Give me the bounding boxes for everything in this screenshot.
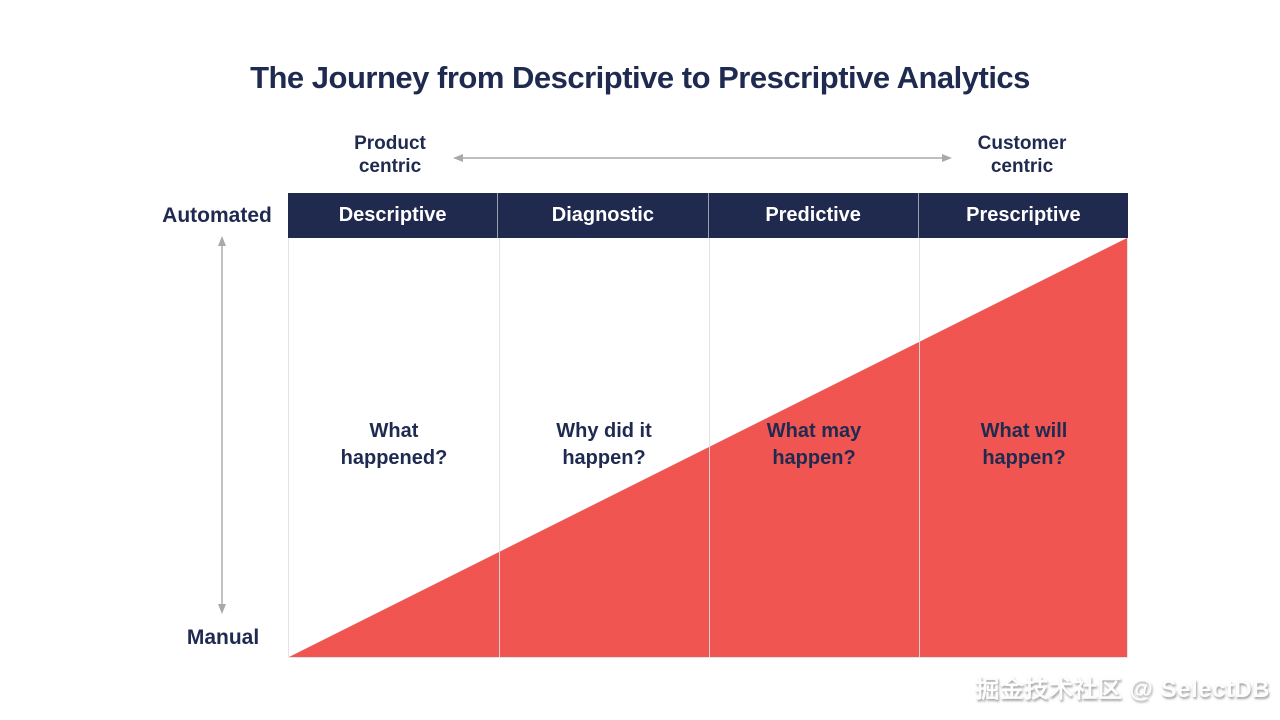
question-predictive: What may happen?: [766, 420, 862, 469]
page-title: The Journey from Descriptive to Prescrip…: [250, 60, 1030, 95]
manual-label: Manual: [186, 626, 260, 649]
customer-centric-label: Customer centric: [977, 133, 1067, 177]
column-header-prescriptive: Prescriptive: [966, 204, 1081, 226]
column-divider: [499, 238, 500, 657]
horizontal-double-arrow-icon: [453, 151, 952, 165]
column-divider: [709, 238, 710, 657]
question-diagnostic: Why did it happen?: [556, 420, 652, 469]
column-divider: [919, 238, 920, 657]
analytics-maturity-table: Descriptive Diagnostic Predictive Prescr…: [288, 193, 1128, 658]
column-header-predictive: Predictive: [709, 193, 919, 238]
automated-label: Automated: [162, 204, 272, 227]
vertical-double-arrow-icon: [215, 236, 229, 614]
watermark: 掘金技术社区 @ SelectDB: [975, 676, 1270, 703]
table-body: What happened? Why did it happen? What m…: [288, 238, 1128, 658]
column-header-descriptive: Descriptive: [288, 193, 499, 238]
table-header-row: Descriptive Diagnostic Predictive Prescr…: [288, 193, 1128, 238]
column-header-diagnostic: Diagnostic: [498, 193, 709, 238]
question-descriptive: What happened?: [340, 420, 448, 469]
product-centric-label: Product centric: [354, 133, 426, 177]
question-prescriptive: What will happen?: [980, 420, 1068, 469]
